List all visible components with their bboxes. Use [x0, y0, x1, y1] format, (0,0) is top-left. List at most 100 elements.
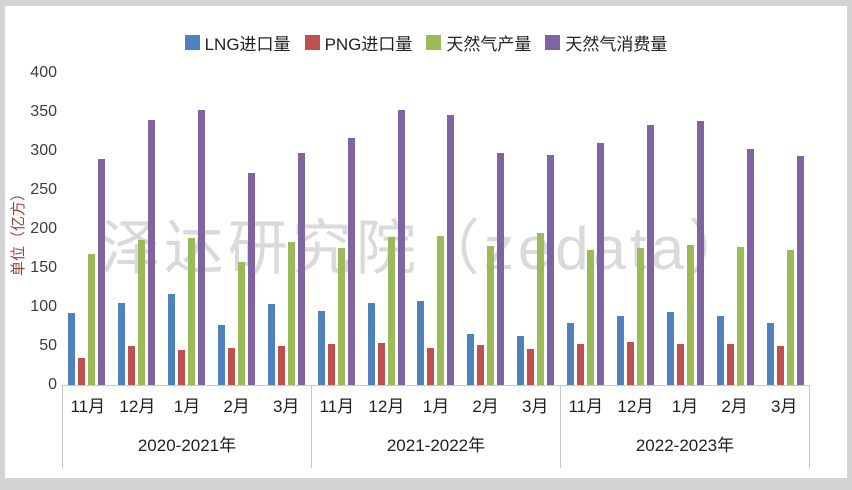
bar — [477, 345, 485, 385]
bar — [377, 343, 385, 385]
bar — [547, 155, 555, 385]
bar — [367, 303, 375, 385]
month-label: 11月 — [70, 396, 106, 416]
month-label: 3月 — [521, 396, 549, 416]
bar — [686, 245, 694, 385]
bar — [597, 143, 605, 385]
legend-swatch — [426, 35, 442, 50]
y-tick-label: 100 — [30, 298, 57, 315]
bar — [417, 301, 425, 385]
month-label: 3月 — [272, 396, 300, 416]
bar — [776, 346, 784, 385]
bar — [497, 153, 505, 385]
bar-group — [561, 73, 810, 385]
bar — [726, 344, 734, 385]
bar — [128, 346, 136, 385]
bar — [567, 323, 575, 385]
bar-cluster — [760, 73, 810, 385]
legend-swatch — [545, 35, 561, 50]
bar — [287, 242, 295, 385]
bar — [267, 304, 275, 385]
bar — [327, 344, 335, 385]
bar — [88, 254, 96, 385]
bar-cluster — [112, 73, 162, 385]
bar — [537, 233, 545, 385]
bar — [467, 334, 475, 385]
bar — [626, 342, 634, 385]
bar — [716, 316, 724, 385]
y-tick-label: 400 — [30, 64, 57, 81]
month-label: 1月 — [671, 396, 699, 416]
bar — [168, 294, 176, 385]
bar-cluster — [361, 73, 411, 385]
bar — [487, 246, 495, 385]
bar — [796, 156, 804, 385]
bar-group — [311, 73, 560, 385]
legend: LNG进口量 PNG进口量 天然气产量 天然气消费量 — [5, 30, 847, 55]
bar — [138, 240, 146, 385]
y-tick-label: 200 — [30, 220, 57, 237]
bar — [397, 110, 405, 385]
legend-item: 天然气产量 — [426, 30, 531, 55]
month-label: 2月 — [472, 396, 499, 416]
bar-cluster — [411, 73, 461, 385]
bar — [427, 348, 435, 385]
month-label: 12月 — [368, 396, 405, 416]
legend-label: 天然气产量 — [446, 35, 532, 54]
plot-area — [62, 73, 810, 386]
legend-item: PNG进口量 — [304, 30, 413, 55]
bar-cluster — [710, 73, 760, 385]
month-label: 11月 — [568, 396, 604, 416]
month-label: 3月 — [770, 396, 798, 416]
legend-label: PNG进口量 — [324, 35, 413, 54]
legend-swatch — [304, 35, 320, 50]
month-label-row: 11月 12月 1月 2月 3月 — [312, 386, 560, 422]
bar — [696, 121, 704, 385]
month-label: 1月 — [173, 396, 201, 416]
bar — [148, 120, 156, 385]
bar — [676, 344, 684, 385]
bar — [218, 325, 225, 385]
bar — [666, 312, 674, 385]
x-axis: 11月 12月 1月 2月 3月 2020-2021年 11月 12月 1月 2月 3月 2021-2… — [62, 386, 810, 468]
bar — [616, 316, 624, 385]
bar — [188, 238, 196, 385]
year-group-label: 2020-2021年 — [137, 436, 237, 455]
bar — [68, 313, 76, 385]
y-tick-label: 50 — [39, 337, 57, 354]
month-label: 11月 — [319, 396, 355, 416]
bar — [387, 237, 395, 385]
bar — [198, 110, 206, 385]
bar — [736, 247, 744, 385]
bar — [517, 336, 525, 385]
bar — [297, 153, 305, 385]
bar — [447, 115, 455, 385]
bar — [317, 311, 325, 385]
bar — [248, 173, 255, 385]
bar-cluster — [261, 73, 311, 385]
legend-swatch — [184, 35, 200, 50]
chart-panel: 泽达研究院（zedata） LNG进口量 PNG进口量 天然气产量 天然气消费量 单位… — [5, 6, 847, 478]
month-label: 12月 — [119, 396, 156, 416]
bar — [646, 125, 654, 385]
legend-label: 天然气消费量 — [565, 35, 668, 54]
month-label: 1月 — [422, 396, 450, 416]
bar — [636, 248, 644, 385]
year-group-label: 2022-2023年 — [635, 436, 735, 455]
y-tick-label: 250 — [30, 181, 57, 198]
year-group-label: 2021-2022年 — [386, 436, 486, 455]
legend-item: 天然气消费量 — [545, 30, 667, 55]
bar — [178, 350, 186, 385]
bar-cluster — [162, 73, 212, 385]
y-tick-label: 150 — [30, 259, 57, 276]
bar-cluster — [62, 73, 112, 385]
month-label-row: 11月 12月 1月 2月 3月 — [561, 386, 809, 422]
bar — [527, 349, 535, 385]
bar-cluster — [461, 73, 511, 385]
x-axis-group: 11月 12月 1月 2月 3月 2020-2021年 — [62, 386, 311, 468]
bar-cluster — [561, 73, 611, 385]
month-label-row: 11月 12月 1月 2月 3月 — [63, 386, 311, 422]
x-axis-group: 11月 12月 1月 2月 3月 2022-2023年 — [560, 386, 810, 468]
bar — [118, 303, 126, 385]
